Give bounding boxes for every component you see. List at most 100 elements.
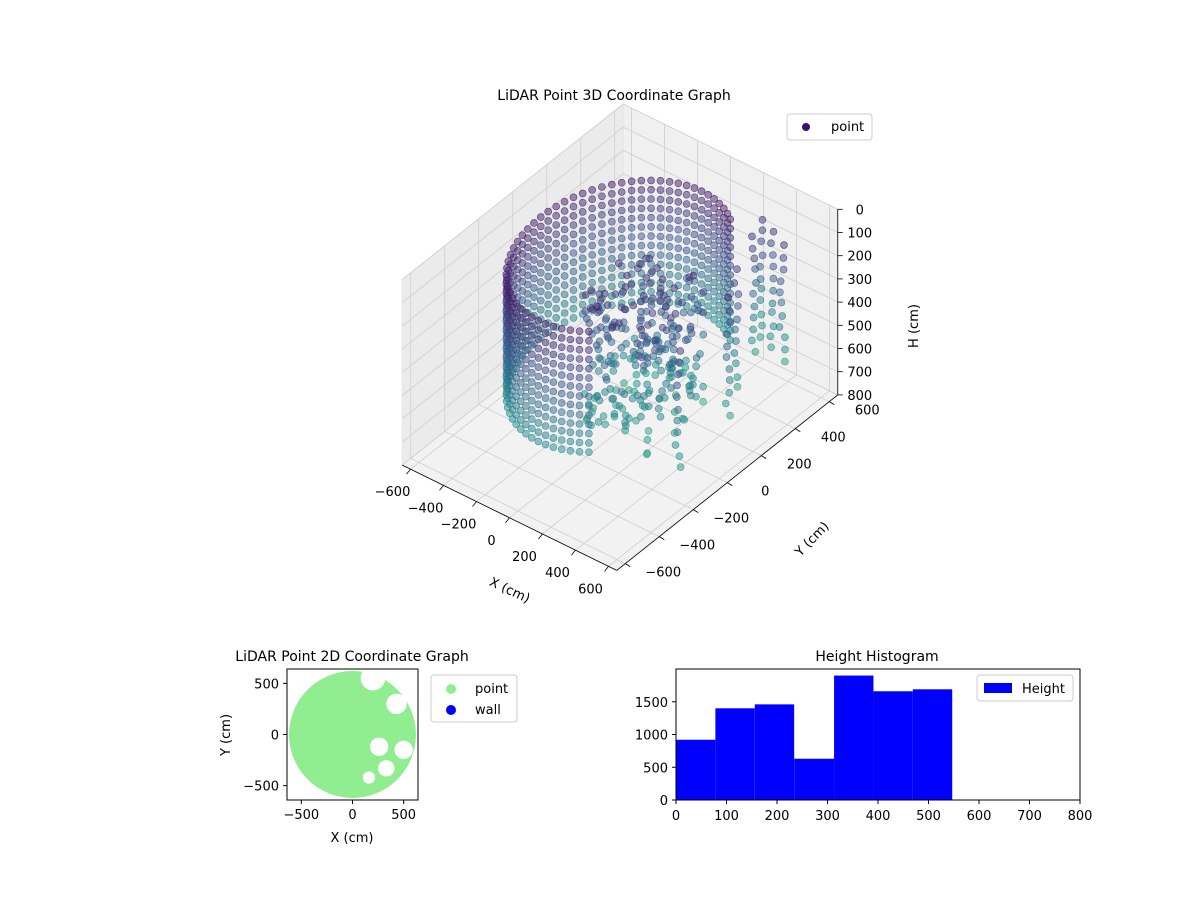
lidar-point [704, 218, 713, 227]
lidar-point [665, 252, 674, 260]
lidar-point [585, 383, 593, 392]
lidar-point [598, 266, 606, 275]
lidar-point [656, 232, 665, 241]
lidar-point [733, 315, 741, 324]
lidar-point [527, 331, 536, 340]
chart-2d-ticks: −500 −500 0 0 500 500 [243, 677, 416, 823]
lidar-point [682, 228, 691, 236]
lidar-point [726, 411, 734, 420]
lidar-point [536, 241, 545, 249]
z-tick-label: 200 [847, 250, 872, 265]
lidar-point [636, 396, 645, 405]
lidar-point [692, 362, 700, 371]
lidar-point [627, 186, 636, 195]
lidar-point [536, 222, 545, 231]
lidar-point [552, 249, 561, 257]
lidar-point [662, 326, 671, 335]
lidar-point [602, 314, 611, 323]
legend-frame [786, 113, 873, 141]
lidar-point [560, 216, 569, 224]
lidar-point [658, 344, 666, 353]
lidar-point [541, 338, 550, 347]
lidar-point [619, 351, 628, 360]
lidar-point [710, 223, 718, 231]
lidar-point [597, 323, 605, 332]
lidar-point [607, 180, 616, 189]
lidar-point [687, 293, 696, 301]
lidar-point [781, 333, 789, 342]
lidar-point [603, 301, 612, 309]
lidar-point [748, 244, 757, 253]
lidar-point [656, 251, 665, 259]
lidar-point [682, 200, 691, 208]
lidar-point [617, 243, 626, 252]
lidar-point [734, 302, 742, 310]
x-tick-label: 600 [967, 809, 992, 824]
lidar-point [629, 347, 638, 356]
lidar-point [726, 261, 735, 270]
lidar-point [598, 248, 606, 256]
lidar-point [552, 295, 561, 304]
lidar-point [647, 185, 655, 194]
lidar-point [523, 225, 532, 233]
lidar-point [578, 254, 587, 263]
lidar-point [588, 204, 597, 213]
lidar-point [780, 241, 788, 249]
lidar-point [710, 232, 718, 240]
lidar-point [653, 264, 661, 272]
lidar-point [628, 394, 637, 403]
lidar-point [715, 209, 724, 217]
lidar-point [656, 204, 665, 213]
lidar-point [544, 226, 553, 234]
lidar-point [522, 411, 530, 419]
lidar-point [662, 302, 670, 311]
lidar-point [516, 351, 525, 359]
lidar-point [552, 267, 561, 276]
lidar-point [627, 196, 636, 204]
point-cloud-gap [394, 740, 413, 760]
lidar-point [566, 446, 575, 455]
lidar-point [665, 243, 674, 251]
lidar-point [749, 325, 757, 334]
lidar-point [672, 332, 681, 340]
lidar-point [704, 191, 713, 199]
lidar-point [534, 391, 543, 399]
lidar-point [544, 254, 553, 262]
lidar-point [607, 208, 616, 217]
gridline-h [402, 103, 838, 280]
lidar-point [599, 412, 608, 421]
lidar-point [697, 215, 706, 223]
lidar-point [522, 383, 530, 392]
lidar-point [598, 257, 606, 266]
lidar-point [757, 310, 766, 319]
lidar-point [512, 346, 521, 354]
lidar-point [656, 195, 665, 204]
lidar-point [679, 308, 688, 317]
lidar-point [643, 380, 652, 389]
lidar-point [575, 345, 584, 354]
lidar-point [530, 265, 538, 274]
lidar-point [732, 359, 740, 368]
lidar-point [674, 216, 683, 225]
lidar-point [637, 412, 645, 421]
lidar-point [513, 237, 522, 246]
chart-histogram-title: Height Histogram [815, 649, 938, 665]
chart-3d-points [502, 176, 789, 471]
lidar-point [641, 295, 650, 304]
lidar-point [527, 433, 536, 442]
lidar-point [697, 187, 706, 195]
lidar-point [673, 381, 681, 390]
lidar-point [627, 261, 636, 269]
lidar-point [536, 231, 545, 240]
lidar-point [710, 287, 718, 296]
lidar-point [697, 261, 706, 270]
lidar-point [560, 253, 569, 262]
lidar-point [751, 265, 759, 273]
lidar-point [721, 399, 730, 408]
lidar-point [637, 316, 645, 325]
histogram-bars [676, 675, 953, 800]
lidar-point [704, 265, 713, 273]
lidar-point [674, 198, 683, 206]
lidar-point [544, 235, 553, 244]
lidar-point [637, 325, 646, 334]
